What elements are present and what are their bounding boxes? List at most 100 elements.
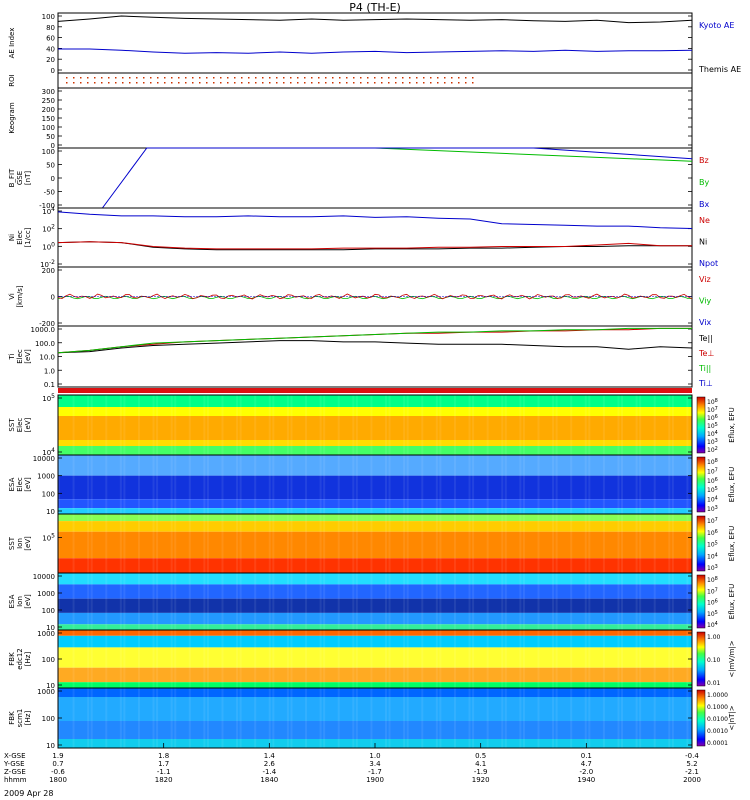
heatmap-texture xyxy=(137,395,140,455)
y-tick-label: 150 xyxy=(42,115,55,123)
heatmap-texture xyxy=(406,688,409,748)
heatmap-texture xyxy=(472,395,475,455)
panel-sst_e: SST Elec [eV]105104108107106105104103102Ef… xyxy=(8,393,736,457)
heatmap-texture xyxy=(337,455,340,514)
heatmap-texture xyxy=(174,688,177,748)
roi-marker xyxy=(150,82,152,84)
heatmap-texture xyxy=(170,630,173,688)
heatmap-texture xyxy=(90,630,93,688)
heatmap-texture xyxy=(319,573,322,630)
heatmap-texture xyxy=(522,573,525,630)
heatmap-texture xyxy=(206,514,209,573)
heatmap-texture xyxy=(552,688,555,748)
heatmap-texture xyxy=(123,630,126,688)
x-tick-label: -1.1 xyxy=(157,768,171,776)
heatmap-texture xyxy=(439,573,442,630)
heatmap-texture xyxy=(323,514,326,573)
heatmap-texture xyxy=(570,395,573,455)
heatmap-texture xyxy=(152,395,155,455)
heatmap-texture xyxy=(236,514,239,573)
heatmap-texture xyxy=(635,395,638,455)
heatmap-texture xyxy=(588,688,591,748)
heatmap-texture xyxy=(504,688,507,748)
heatmap-texture xyxy=(472,514,475,573)
colorbar-label: Eflux, EFU xyxy=(728,407,736,442)
heatmap-texture xyxy=(323,688,326,748)
series-line-by xyxy=(374,147,693,162)
heatmap-texture xyxy=(221,514,224,573)
heatmap-texture xyxy=(156,514,159,573)
heatmap-texture xyxy=(188,688,191,748)
heatmap-texture xyxy=(337,630,340,688)
heatmap-texture xyxy=(170,688,173,748)
colorbar-tick-label: 108 xyxy=(707,576,718,584)
heatmap-texture xyxy=(406,514,409,573)
roi-marker xyxy=(353,82,355,84)
heatmap-texture xyxy=(152,514,155,573)
heatmap-texture xyxy=(639,514,642,573)
y-tick-label: 10-2 xyxy=(40,259,55,269)
panel-frame xyxy=(57,12,693,74)
heatmap-texture xyxy=(105,514,108,573)
heatmap-texture xyxy=(671,455,674,514)
heatmap-texture xyxy=(617,688,620,748)
heatmap-texture xyxy=(537,688,540,748)
y-axis-label: [1/cc] xyxy=(24,227,32,247)
colorbar xyxy=(696,631,706,687)
heatmap-texture xyxy=(406,573,409,630)
x-tick-label: 1920 xyxy=(472,776,490,784)
x-tick-label: 1820 xyxy=(155,776,173,784)
heatmap-texture xyxy=(501,688,504,748)
heatmap-texture xyxy=(254,455,257,514)
heatmap-texture xyxy=(206,630,209,688)
roi-marker xyxy=(150,77,152,79)
x-tick-label: 1.9 xyxy=(52,752,63,760)
heatmap-texture xyxy=(239,688,242,748)
heatmap-texture xyxy=(203,514,206,573)
y-axis-label: Vi xyxy=(8,293,16,300)
heatmap-texture xyxy=(588,630,591,688)
heatmap-texture xyxy=(671,573,674,630)
heatmap-texture xyxy=(570,455,573,514)
heatmap-band xyxy=(58,630,692,636)
heatmap-texture xyxy=(58,455,60,514)
roi-marker xyxy=(402,82,404,84)
y-axis-label: Elec xyxy=(16,230,24,245)
heatmap-texture xyxy=(639,395,642,455)
heatmap-texture xyxy=(170,395,173,455)
heatmap-texture xyxy=(236,455,239,514)
heatmap-texture xyxy=(90,514,93,573)
y-tick-label: 100 xyxy=(42,656,55,664)
heatmap-texture xyxy=(635,514,638,573)
series-line-npot xyxy=(57,241,692,250)
heatmap-texture xyxy=(272,455,275,514)
roi-marker xyxy=(451,82,453,84)
y-axis-label: Keogram xyxy=(8,102,16,133)
heatmap-texture xyxy=(236,395,239,455)
y-axis-label: Ion xyxy=(16,538,24,549)
heatmap-texture xyxy=(602,630,605,688)
heatmap-texture xyxy=(519,573,522,630)
heatmap-texture xyxy=(221,573,224,630)
heatmap-band xyxy=(58,688,692,697)
heatmap-texture xyxy=(323,455,326,514)
y-tick-label: 1000.0 xyxy=(31,326,56,334)
roi-marker xyxy=(115,82,117,84)
roi-marker xyxy=(297,82,299,84)
colorbar xyxy=(696,515,706,572)
heatmap-texture xyxy=(137,514,140,573)
heatmap-texture xyxy=(319,395,322,455)
heatmap-texture xyxy=(119,630,122,688)
heatmap-texture xyxy=(370,395,373,455)
y-tick-label: 40 xyxy=(46,45,55,53)
heatmap-texture xyxy=(453,573,456,630)
heatmap-texture xyxy=(653,395,656,455)
heatmap-texture xyxy=(388,455,391,514)
heatmap-texture xyxy=(206,688,209,748)
heatmap-texture xyxy=(90,573,93,630)
x-tick-label: 2000 xyxy=(683,776,701,784)
series-line-bx xyxy=(101,147,693,209)
y-tick-label: 1000 xyxy=(37,688,55,696)
heatmap-texture xyxy=(584,573,587,630)
heatmap-texture xyxy=(119,395,122,455)
